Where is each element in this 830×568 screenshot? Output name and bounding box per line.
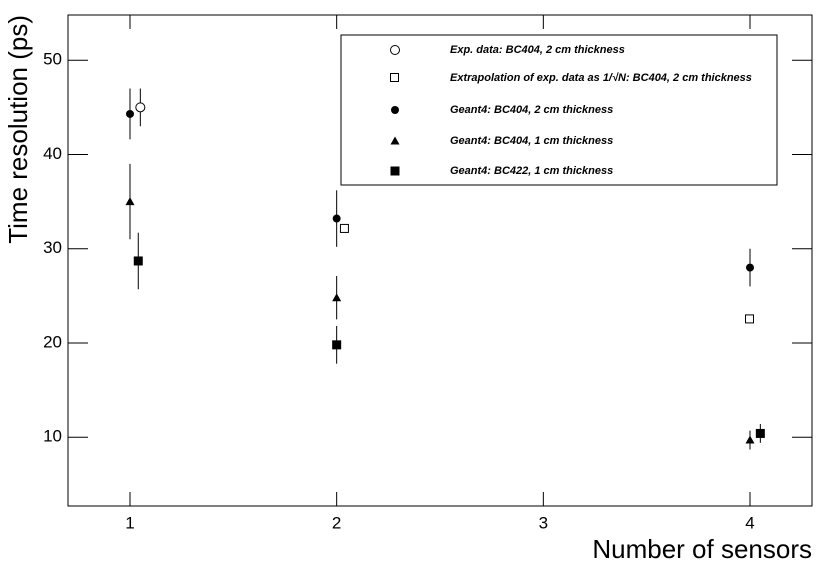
y-tick-label: 10 bbox=[43, 427, 62, 446]
x-tick-label: 3 bbox=[539, 513, 548, 532]
point bbox=[332, 340, 342, 350]
legend-marker bbox=[391, 106, 399, 114]
point bbox=[332, 214, 341, 223]
point bbox=[745, 435, 755, 444]
legend-box bbox=[340, 34, 778, 186]
point bbox=[746, 263, 754, 272]
x-tick-label: 2 bbox=[332, 513, 341, 532]
x-axis-title: Number of sensors bbox=[592, 534, 812, 564]
legend-marker bbox=[390, 73, 399, 82]
point bbox=[745, 314, 754, 324]
point bbox=[133, 256, 143, 266]
y-tick-label: 50 bbox=[43, 50, 62, 69]
point bbox=[126, 109, 134, 118]
y-axis-title: Time resolution (ps) bbox=[3, 15, 33, 244]
legend-marker bbox=[390, 45, 400, 55]
plot-frame bbox=[67, 14, 813, 507]
point bbox=[135, 102, 146, 113]
y-tick-label: 20 bbox=[43, 332, 62, 351]
y-tick-label: 40 bbox=[43, 144, 62, 163]
y-tick-label: 30 bbox=[43, 238, 62, 257]
legend-label: Geant4: BC404, 2 cm thickness bbox=[450, 104, 613, 116]
point bbox=[332, 293, 342, 302]
legend-label: Extrapolation of exp. data as 1/√N: BC40… bbox=[450, 72, 752, 84]
legend-marker bbox=[390, 166, 400, 176]
legend-label: Geant4: BC422, 1 cm thickness bbox=[450, 165, 613, 177]
point bbox=[755, 428, 765, 438]
point bbox=[125, 197, 135, 206]
x-tick-label: 4 bbox=[745, 513, 754, 532]
legend-label: Exp. data: BC404, 2 cm thickness bbox=[450, 44, 625, 56]
point bbox=[339, 223, 349, 233]
x-tick-label: 1 bbox=[125, 513, 134, 532]
legend-marker bbox=[390, 136, 400, 145]
legend-label: Geant4: BC404, 1 cm thickness bbox=[450, 135, 613, 147]
